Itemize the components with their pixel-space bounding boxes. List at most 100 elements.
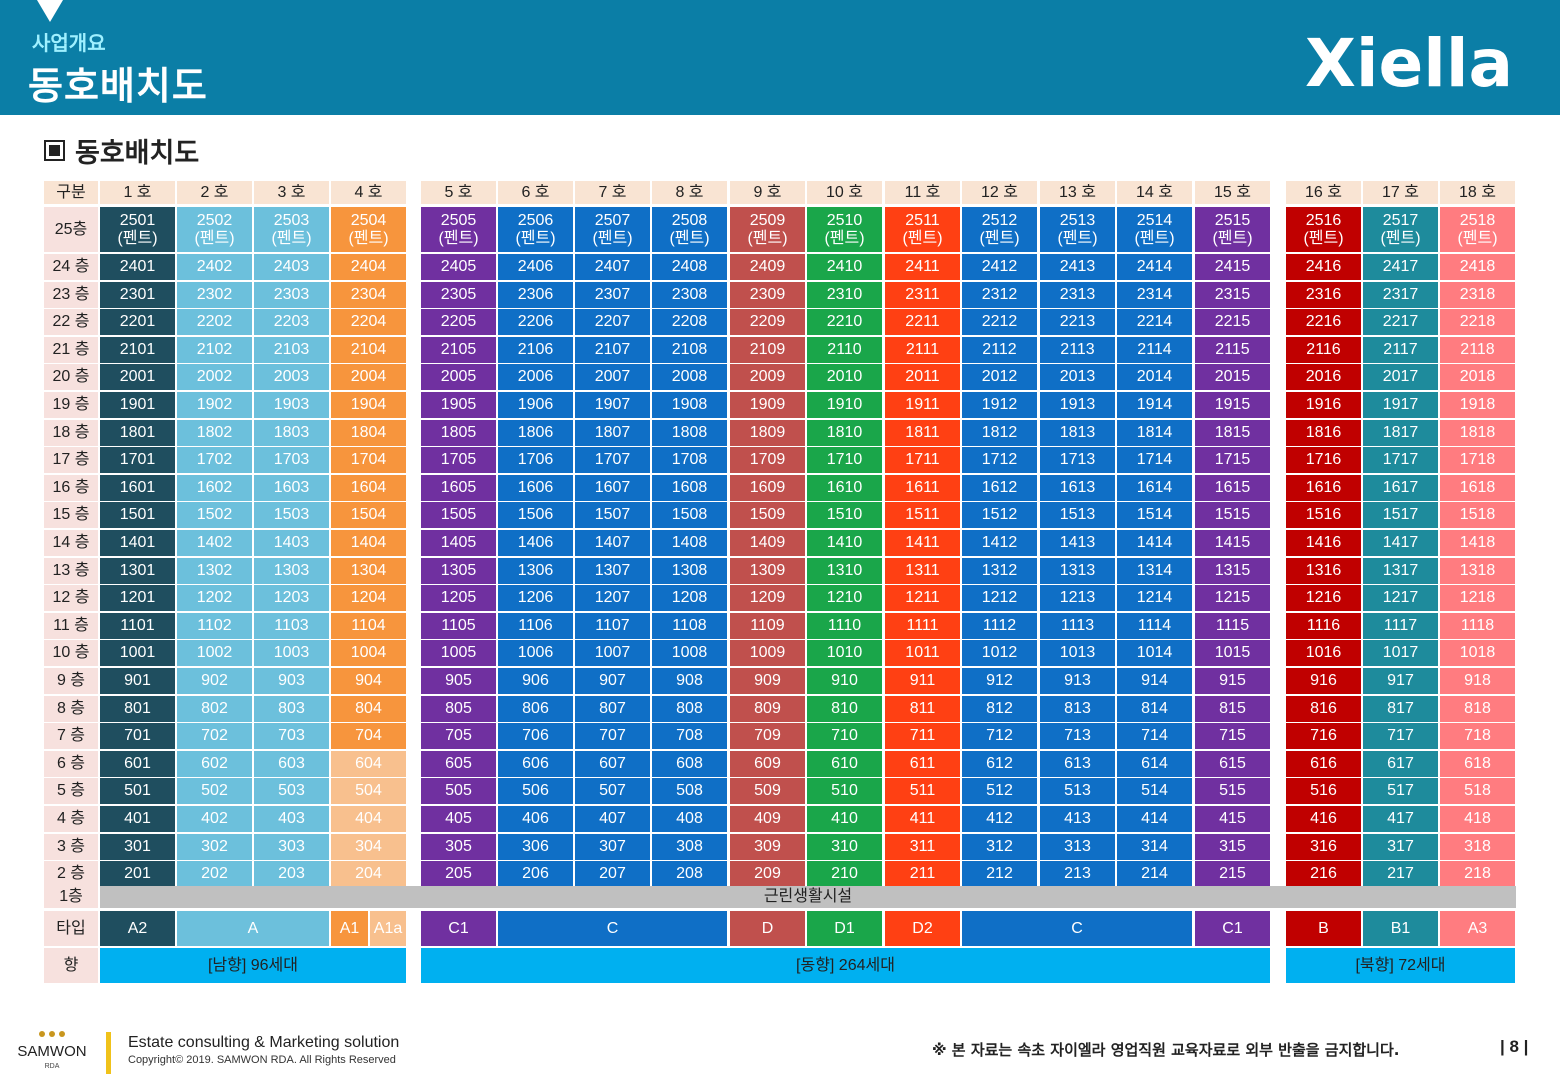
unit-cell: 314 xyxy=(1117,834,1192,860)
unit-cell: 1113 xyxy=(1040,613,1115,639)
unit-cell: 617 xyxy=(1363,751,1438,777)
direction-label: 향 xyxy=(44,948,98,983)
unit-cell: 515 xyxy=(1195,778,1270,804)
floor-label: 18 층 xyxy=(44,420,98,446)
unit-cell: 902 xyxy=(177,668,252,694)
unit-cell: 202 xyxy=(177,861,252,887)
unit-cell: 905 xyxy=(421,668,496,694)
unit-cell: 1115 xyxy=(1195,613,1270,639)
unit-cell: 1208 xyxy=(652,585,727,611)
unit-cell: 1706 xyxy=(498,447,573,473)
unit-cell: 1916 xyxy=(1286,392,1361,418)
unit-cell: 616 xyxy=(1286,751,1361,777)
column-header: 6 호 xyxy=(498,181,573,204)
unit-cell: 1204 xyxy=(331,585,406,611)
unit-cell: 304 xyxy=(331,834,406,860)
unit-cell: 1412 xyxy=(962,530,1037,556)
unit-cell: 316 xyxy=(1286,834,1361,860)
unit-cell: 608 xyxy=(652,751,727,777)
floor-label: 4 층 xyxy=(44,806,98,832)
unit-cell: 1302 xyxy=(177,558,252,584)
unit-cell: 917 xyxy=(1363,668,1438,694)
unit-cell: 706 xyxy=(498,723,573,749)
unit-cell: 2209 xyxy=(730,309,805,335)
unit-cell: 1616 xyxy=(1286,475,1361,501)
unit-cell: 504 xyxy=(331,778,406,804)
floor-label: 24 층 xyxy=(44,254,98,280)
unit-type-cell: D xyxy=(730,911,805,946)
unit-cell: 308 xyxy=(652,834,727,860)
unit-cell: 2207 xyxy=(575,309,650,335)
svg-text:RDA: RDA xyxy=(45,1063,60,1070)
svg-text:SAMWON: SAMWON xyxy=(17,1043,86,1060)
unit-cell: 315 xyxy=(1195,834,1270,860)
unit-cell: 2218 xyxy=(1440,309,1515,335)
unit-cell: 2411 xyxy=(885,254,960,280)
unit-cell: 2407 xyxy=(575,254,650,280)
floor-label: 10 층 xyxy=(44,640,98,666)
unit-cell: 610 xyxy=(807,751,882,777)
unit-cell: 701 xyxy=(100,723,175,749)
unit-cell: 1908 xyxy=(652,392,727,418)
unit-cell: 1608 xyxy=(652,475,727,501)
direction-cell: [남향] 96세대 xyxy=(100,948,406,983)
column-header: 9 호 xyxy=(730,181,805,204)
header-triangle-icon xyxy=(37,0,63,22)
floor-label: 20 층 xyxy=(44,364,98,390)
unit-cell: 1403 xyxy=(254,530,329,556)
unit-cell: 1013 xyxy=(1040,640,1115,666)
unit-cell: 2107 xyxy=(575,337,650,363)
unit-cell: 1703 xyxy=(254,447,329,473)
page-title: 동호배치도 xyxy=(28,64,208,108)
unit-cell: 305 xyxy=(421,834,496,860)
unit-cell: 2004 xyxy=(331,364,406,390)
unit-cell: 1415 xyxy=(1195,530,1270,556)
unit-cell: 408 xyxy=(652,806,727,832)
unit-cell: 206 xyxy=(498,861,573,887)
unit-cell: 1408 xyxy=(652,530,727,556)
unit-cell: 907 xyxy=(575,668,650,694)
unit-cell: 2014 xyxy=(1117,364,1192,390)
unit-cell: 1512 xyxy=(962,502,1037,528)
unit-cell: 811 xyxy=(885,696,960,722)
unit-cell: 801 xyxy=(100,696,175,722)
unit-cell: 1904 xyxy=(331,392,406,418)
column-header: 3 호 xyxy=(254,181,329,204)
unit-cell: 2211 xyxy=(885,309,960,335)
floor-label: 5 층 xyxy=(44,778,98,804)
unit-cell: 1411 xyxy=(885,530,960,556)
unit-cell: 2012 xyxy=(962,364,1037,390)
unit-cell: 1410 xyxy=(807,530,882,556)
unit-cell: 2514 (펜트) xyxy=(1117,207,1192,252)
unit-cell: 1906 xyxy=(498,392,573,418)
unit-cell: 2502 (펜트) xyxy=(177,207,252,252)
unit-cell: 2205 xyxy=(421,309,496,335)
unit-cell: 1105 xyxy=(421,613,496,639)
unit-cell: 2213 xyxy=(1040,309,1115,335)
unit-cell: 1008 xyxy=(652,640,727,666)
unit-cell: 318 xyxy=(1440,834,1515,860)
unit-cell: 1716 xyxy=(1286,447,1361,473)
unit-type-cell: B xyxy=(1286,911,1361,946)
unit-cell: 510 xyxy=(807,778,882,804)
unit-cell: 2414 xyxy=(1117,254,1192,280)
unit-cell: 2111 xyxy=(885,337,960,363)
unit-cell: 2415 xyxy=(1195,254,1270,280)
unit-cell: 2302 xyxy=(177,282,252,308)
unit-cell: 1901 xyxy=(100,392,175,418)
unit-cell: 2215 xyxy=(1195,309,1270,335)
unit-cell: 906 xyxy=(498,668,573,694)
unit-cell: 1601 xyxy=(100,475,175,501)
unit-type-cell: A3 xyxy=(1440,911,1515,946)
unit-cell: 2405 xyxy=(421,254,496,280)
unit-cell: 1114 xyxy=(1117,613,1192,639)
unit-cell: 1604 xyxy=(331,475,406,501)
unit-cell: 505 xyxy=(421,778,496,804)
unit-type-cell: B1 xyxy=(1363,911,1438,946)
unit-cell: 2002 xyxy=(177,364,252,390)
unit-cell: 818 xyxy=(1440,696,1515,722)
unit-cell: 1110 xyxy=(807,613,882,639)
unit-cell: 1402 xyxy=(177,530,252,556)
unit-cell: 2007 xyxy=(575,364,650,390)
unit-cell: 1814 xyxy=(1117,420,1192,446)
